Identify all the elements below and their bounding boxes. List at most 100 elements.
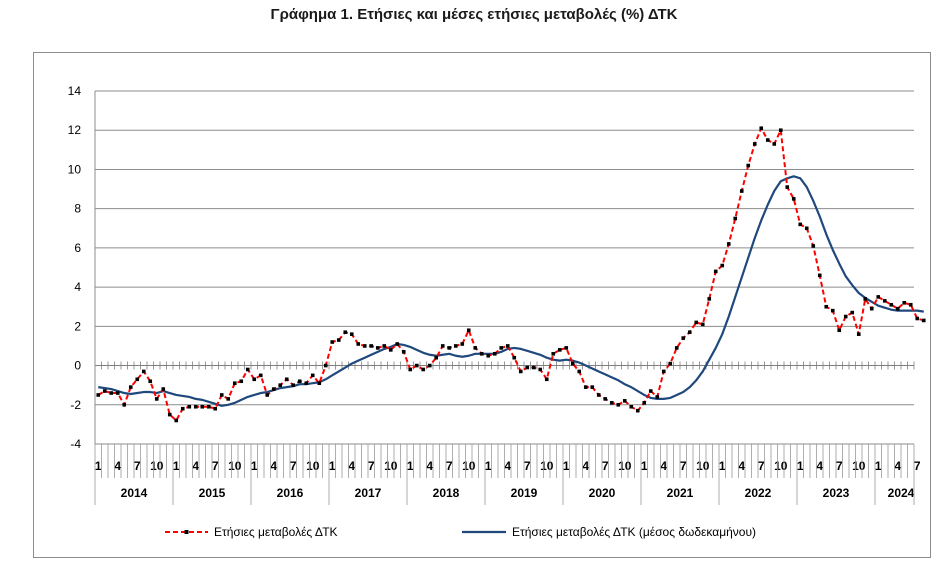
- data-point-annual: [408, 367, 413, 372]
- month-tick-label: 7: [134, 459, 141, 473]
- month-tick-label: 1: [407, 459, 414, 473]
- data-point-annual: [109, 391, 114, 395]
- year-label: 2023: [823, 486, 850, 500]
- year-label: 2018: [433, 486, 460, 500]
- data-point-annual: [401, 350, 406, 354]
- year-label: 2020: [589, 486, 616, 500]
- gridlines: [95, 90, 914, 445]
- data-point-annual: [824, 304, 829, 309]
- data-point-annual: [778, 128, 783, 133]
- legend: Ετήσιες μεταβολές ΔΤΚ Ετήσιες μεταβολές Δ…: [165, 525, 756, 539]
- data-point-annual: [141, 369, 146, 374]
- year-label: 2014: [121, 486, 148, 500]
- data-point-annual: [889, 302, 894, 307]
- data-point-annual: [843, 314, 848, 319]
- y-tick-label: 8: [74, 202, 81, 216]
- data-point-annual: [752, 142, 757, 146]
- data-point-annual: [837, 328, 842, 333]
- data-point-annual: [226, 397, 231, 401]
- year-label: 2021: [667, 486, 694, 500]
- data-point-annual: [115, 391, 120, 395]
- y-tick-label: 2: [74, 319, 81, 333]
- chart-title: Γράφημα 1. Ετήσιες και μέσες ετήσιες μετ…: [270, 6, 678, 23]
- data-point-annual: [798, 222, 803, 227]
- data-point-annual: [180, 406, 185, 411]
- month-tick-label: 1: [719, 459, 726, 473]
- data-point-annual: [232, 381, 237, 386]
- data-point-annual: [505, 344, 510, 348]
- data-point-annual: [479, 351, 484, 356]
- data-point-annual: [811, 244, 816, 248]
- month-tick-label: 1: [329, 459, 336, 473]
- month-tick-label: 7: [914, 459, 921, 473]
- data-point-annual: [492, 351, 497, 356]
- data-point-annual: [460, 342, 465, 346]
- legend-label-annual: Ετήσιες μεταβολές ΔΤΚ: [214, 525, 338, 539]
- y-tick-label: 10: [68, 162, 82, 176]
- data-point-annual: [817, 273, 822, 278]
- month-tick-label: 1: [173, 459, 180, 473]
- y-tick-label: 4: [74, 280, 81, 294]
- data-point-annual: [616, 402, 621, 407]
- month-tick-label: 1: [641, 459, 648, 473]
- data-point-annual: [453, 344, 458, 348]
- month-tick-label: 10: [462, 459, 476, 473]
- data-point-annual: [772, 142, 777, 146]
- y-tick-label: 6: [74, 241, 81, 255]
- data-point-annual: [635, 408, 640, 413]
- month-tick-label: 7: [446, 459, 453, 473]
- data-point-annual: [421, 367, 426, 372]
- month-tick-label: 10: [150, 459, 164, 473]
- data-point-annual: [499, 346, 504, 350]
- data-point-annual: [609, 401, 614, 405]
- month-tick-label: 10: [774, 459, 788, 473]
- data-point-annual: [323, 363, 328, 368]
- data-point-annual: [206, 404, 211, 409]
- data-point-annual: [882, 299, 887, 303]
- month-tick-label: 10: [852, 459, 866, 473]
- data-point-annual: [596, 393, 601, 397]
- month-tick-label: 1: [875, 459, 882, 473]
- data-point-annual: [876, 295, 881, 299]
- month-tick-label: 4: [270, 459, 277, 473]
- data-point-annual: [674, 346, 679, 350]
- data-point-annual: [388, 348, 393, 352]
- year-label: 2024: [888, 486, 915, 500]
- month-tick-label: 4: [738, 459, 745, 473]
- data-point-annual: [564, 346, 569, 350]
- month-tick-label: 1: [95, 459, 102, 473]
- data-point-annual: [531, 365, 536, 370]
- data-point-annual: [427, 363, 432, 368]
- data-point-annual: [863, 297, 868, 301]
- month-tick-label: 4: [816, 459, 823, 473]
- data-point-annual: [642, 401, 647, 405]
- data-point-annual: [694, 320, 699, 325]
- data-point-annual: [544, 377, 549, 382]
- month-tick-label: 4: [582, 459, 589, 473]
- month-tick-label: 10: [306, 459, 320, 473]
- data-point-annual: [590, 385, 595, 389]
- data-point-annual: [447, 346, 452, 350]
- data-point-annual: [473, 346, 478, 350]
- series-lines: [96, 125, 926, 423]
- data-point-annual: [297, 379, 302, 384]
- year-label: 2022: [745, 486, 772, 500]
- data-point-annual: [154, 397, 159, 401]
- data-point-annual: [687, 330, 692, 335]
- data-point-annual: [668, 361, 673, 366]
- month-tick-label: 4: [192, 459, 199, 473]
- y-tick-label: -2: [70, 398, 81, 412]
- month-tick-label: 1: [251, 459, 258, 473]
- data-point-annual: [869, 306, 874, 311]
- data-point-annual: [356, 342, 361, 346]
- month-tick-label: 10: [384, 459, 398, 473]
- data-point-annual: [102, 389, 107, 393]
- month-tick-label: 4: [426, 459, 433, 473]
- data-point-annual: [167, 412, 172, 417]
- data-point-annual: [525, 365, 530, 370]
- year-label: 2016: [277, 486, 304, 500]
- data-point-annual: [577, 369, 582, 374]
- data-point-annual: [603, 397, 608, 401]
- data-point-annual: [265, 393, 270, 397]
- data-point-annual: [726, 242, 731, 246]
